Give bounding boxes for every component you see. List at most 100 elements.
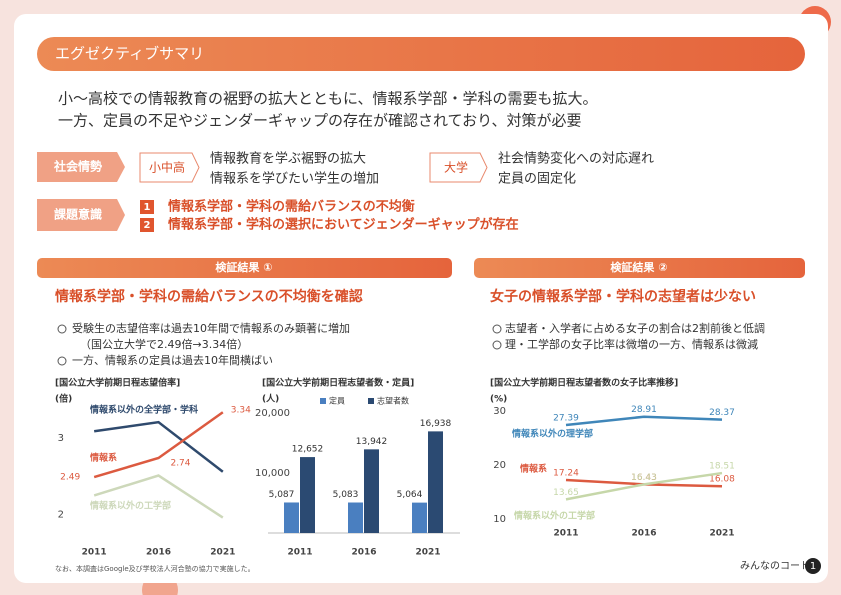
issue-number: 2 bbox=[144, 220, 151, 231]
data-label: 2.49 bbox=[60, 473, 80, 483]
x-tick-label: 2016 bbox=[146, 548, 171, 558]
bar bbox=[300, 457, 315, 533]
context-line: 情報系を学びたい学生の増加 bbox=[210, 171, 379, 187]
badge-text: 検証結果 ① bbox=[215, 260, 272, 274]
data-label: 18.51 bbox=[709, 462, 735, 472]
data-label: 2.74 bbox=[170, 459, 190, 469]
issue-text: 情報系学部・学科の選択においてジェンダーギャップが存在 bbox=[168, 217, 519, 233]
bullet-marker bbox=[492, 324, 502, 334]
number-box bbox=[140, 218, 154, 232]
x-tick-label: 2021 bbox=[210, 548, 235, 558]
page-badge bbox=[805, 558, 821, 574]
y-tick-label: 2 bbox=[58, 509, 64, 520]
x-tick-label: 2011 bbox=[287, 548, 312, 558]
data-label: 27.39 bbox=[553, 413, 579, 423]
y-tick-label: 10 bbox=[493, 514, 506, 525]
data-label: 28.91 bbox=[631, 405, 657, 415]
data-label: 16.08 bbox=[709, 475, 735, 485]
bar bbox=[364, 449, 379, 533]
x-tick-label: 2011 bbox=[553, 529, 578, 539]
data-label: 16.43 bbox=[631, 473, 657, 483]
bullet-marker bbox=[492, 340, 502, 350]
bar bbox=[428, 431, 443, 533]
bullet-text: 志望者・入学者に占める女子の割合は2割前後と低調 bbox=[505, 321, 765, 335]
number-box bbox=[140, 200, 154, 214]
issue-number: 1 bbox=[144, 202, 151, 213]
finding-heading: 情報系学部・学科の需給バランスの不均衡を確認 bbox=[55, 288, 363, 305]
data-label: 5,087 bbox=[269, 490, 295, 500]
bullet-marker bbox=[57, 324, 67, 334]
legend-swatch bbox=[368, 398, 374, 404]
series-line bbox=[93, 420, 224, 473]
finding-heading: 女子の情報系学部・学科の志望者は少ない bbox=[490, 288, 756, 305]
data-label: 5,083 bbox=[333, 490, 359, 500]
header-bar bbox=[37, 37, 805, 71]
bullet-marker bbox=[57, 356, 67, 366]
x-tick-label: 2016 bbox=[351, 548, 376, 558]
x-tick-label: 2021 bbox=[415, 548, 440, 558]
data-label: 17.24 bbox=[553, 468, 579, 478]
series-line bbox=[565, 471, 723, 501]
y-tick-label: 3 bbox=[58, 433, 64, 444]
tag-box bbox=[139, 152, 200, 183]
y-tick-label: 20,000 bbox=[255, 408, 290, 419]
context-line: 社会情勢変化への対応遅れ bbox=[498, 151, 654, 167]
series-name: 情報系以外の全学部・学科 bbox=[89, 404, 198, 416]
summary: 小〜高校での情報教育の裾野の拡大とともに、情報系学部・学科の需要も拡大。 bbox=[58, 90, 598, 108]
context-line: 定員の固定化 bbox=[498, 172, 576, 187]
chart-title: [国公立大学前期日程志望者数の女子比率推移] bbox=[490, 377, 678, 389]
y-tick-label: 30 bbox=[493, 406, 506, 417]
data-label: 12,652 bbox=[292, 445, 324, 455]
data-label: 3.34 bbox=[231, 406, 251, 416]
series-name: 情報系 bbox=[519, 463, 547, 475]
series-line bbox=[93, 411, 224, 479]
bullet-text: 受験生の志望倍率は過去10年間で情報系のみ顕著に増加 bbox=[72, 321, 350, 335]
tag: 小中高 bbox=[149, 160, 185, 175]
data-label: 13,942 bbox=[356, 437, 388, 447]
legend-label: 志望者数 bbox=[377, 396, 409, 406]
x-tick-label: 2011 bbox=[82, 548, 107, 558]
bullet-text: （国公立大学で2.49倍→3.34倍） bbox=[80, 337, 248, 351]
legend-swatch bbox=[320, 398, 326, 404]
y-tick-label: 20 bbox=[493, 460, 506, 471]
data-label: 13.65 bbox=[553, 488, 579, 498]
context-line: 情報教育を学ぶ裾野の拡大 bbox=[210, 151, 366, 167]
bullet-text: 一方、情報系の定員は過去10年間横ばい bbox=[72, 353, 273, 367]
label-arrow bbox=[37, 199, 125, 231]
legend-label: 定員 bbox=[329, 396, 345, 406]
series-name: 情報系 bbox=[89, 452, 117, 464]
x-tick-label: 2021 bbox=[709, 529, 734, 539]
chart-title: [国公立大学前期日程志望者数・定員] bbox=[262, 377, 414, 389]
header-title: エグゼクティブサマリ bbox=[55, 45, 204, 63]
x-tick-label: 2016 bbox=[631, 529, 656, 539]
data-label: 16,938 bbox=[420, 419, 452, 429]
axis-unit: (%) bbox=[490, 395, 507, 405]
series-line bbox=[93, 474, 224, 519]
tag-box bbox=[429, 152, 488, 183]
data-label: 16.43 bbox=[631, 473, 657, 483]
series-line bbox=[565, 415, 723, 427]
bullet-text: 理・工学部の女子比率は微増の一方、情報系は微減 bbox=[505, 337, 758, 351]
badge-text: 検証結果 ② bbox=[610, 260, 667, 274]
summary: 一方、定員の不足やジェンダーギャップの存在が確認されており、対策が必要 bbox=[58, 112, 582, 130]
y-tick-label: 10,000 bbox=[255, 468, 290, 479]
badge bbox=[474, 258, 805, 278]
bar bbox=[412, 502, 427, 533]
note: なお、本調査はGoogle及び学校法人河合塾の協力で実施した。 bbox=[55, 564, 255, 573]
series-name: 情報系以外の工学部 bbox=[513, 510, 595, 522]
axis-unit: (人) bbox=[262, 393, 279, 405]
context-label: 社会情勢 bbox=[53, 159, 102, 174]
issues-label: 課題意識 bbox=[54, 207, 102, 222]
series-name: 情報系以外の理学部 bbox=[511, 428, 593, 440]
label-arrow bbox=[37, 152, 125, 182]
bar bbox=[284, 502, 299, 533]
card bbox=[14, 14, 828, 583]
data-label: 28.37 bbox=[709, 408, 735, 418]
tag: 大学 bbox=[444, 160, 468, 175]
bar bbox=[348, 502, 363, 533]
chart-title: [国公立大学前期日程志望倍率] bbox=[55, 377, 180, 389]
series-name: 情報系以外の工学部 bbox=[89, 500, 171, 512]
page-number: 1 bbox=[810, 561, 816, 572]
issue-text: 情報系学部・学科の需給バランスの不均衡 bbox=[168, 199, 415, 215]
